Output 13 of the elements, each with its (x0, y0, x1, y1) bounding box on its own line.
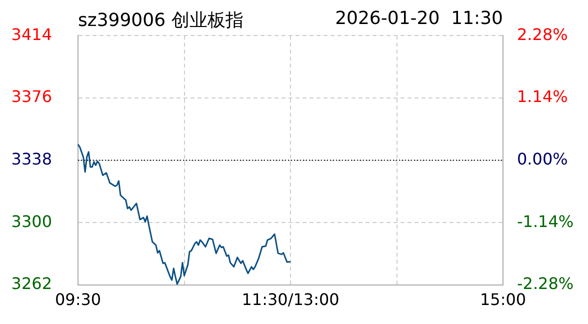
y-tick-label: 3338 (11, 149, 52, 168)
y2-tick-label: -1.14% (517, 212, 574, 231)
chart-title: sz399006 创业板指 (78, 9, 244, 32)
y-tick-label: 3376 (11, 87, 52, 106)
y-tick-label: 3414 (11, 24, 52, 44)
chart-subtitle: 2026-01-20 11:30 (335, 8, 503, 29)
x-tick-label: 09:30 (54, 290, 102, 309)
y2-tick-label: 2.28% (517, 24, 568, 44)
x-tick-label: 11:30/13:00 (242, 290, 340, 309)
y-tick-label: 3262 (11, 274, 52, 294)
y-tick-label: 3300 (11, 212, 52, 231)
y2-tick-label: 0.00% (517, 149, 568, 168)
y2-tick-label: 1.14% (517, 87, 568, 106)
